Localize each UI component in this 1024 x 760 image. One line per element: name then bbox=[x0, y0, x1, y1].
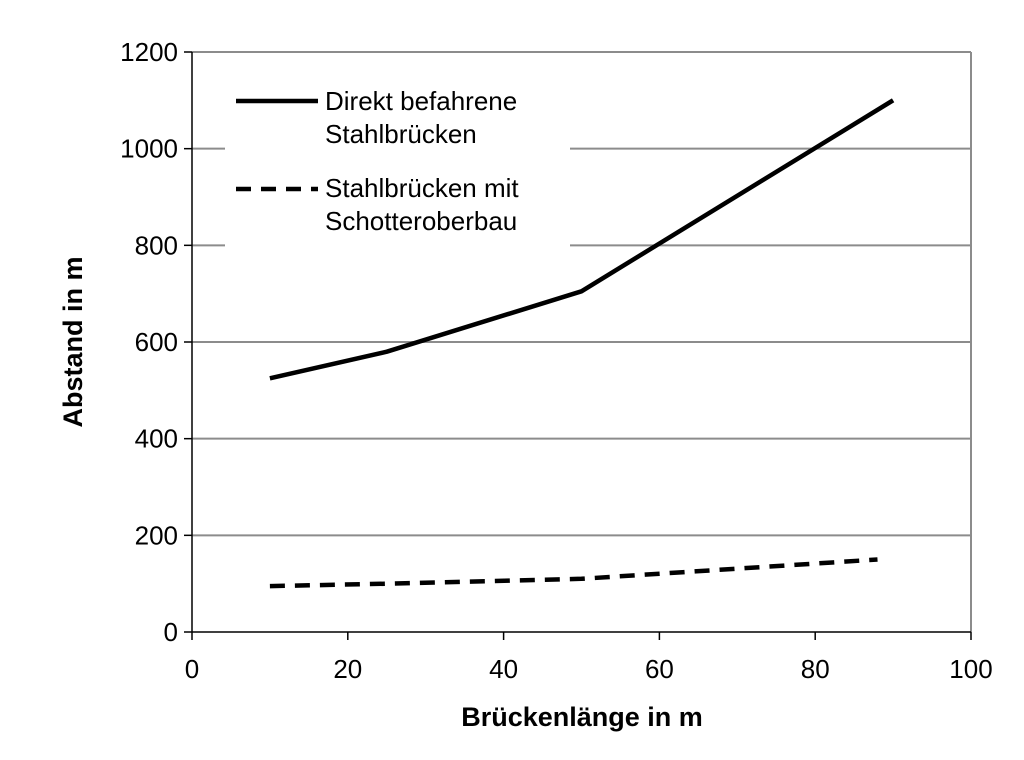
x-tick-label-100: 100 bbox=[949, 654, 992, 684]
x-tick-label-40: 40 bbox=[489, 654, 518, 684]
y-tick-label-400: 400 bbox=[135, 424, 178, 454]
y-tick-label-600: 600 bbox=[135, 327, 178, 357]
legend-label-direkt-line2: Stahlbrücken bbox=[325, 119, 477, 149]
y-axis-title: Abstand in m bbox=[58, 256, 88, 427]
series-line-schotteroberbau bbox=[269, 557, 878, 589]
series-line-direkt-befahren bbox=[269, 98, 895, 381]
y-tick-label-0: 0 bbox=[164, 617, 178, 647]
y-tick-label-800: 800 bbox=[135, 230, 178, 260]
axis-layer: 0 200 400 600 800 1000 1200 0 20 40 60 80 100 bbox=[120, 37, 993, 684]
legend-label-schotter-line2: Schotteroberbau bbox=[325, 206, 517, 236]
legend-label-schotter-line1: Stahlbrücken mit bbox=[325, 173, 519, 203]
legend: Direkt befahrene Stahlbrücken Stahlbrück… bbox=[225, 80, 570, 250]
x-tick-label-60: 60 bbox=[645, 654, 674, 684]
x-tick-label-0: 0 bbox=[185, 654, 199, 684]
y-tick-label-1000: 1000 bbox=[120, 134, 178, 164]
series-layer bbox=[269, 98, 895, 589]
x-axis-title: Brückenlänge in m bbox=[461, 702, 703, 732]
y-tick-label-200: 200 bbox=[135, 520, 178, 550]
x-tick-label-20: 20 bbox=[333, 654, 362, 684]
y-tick-label-1200: 1200 bbox=[120, 37, 178, 67]
legend-label-direkt-line1: Direkt befahrene bbox=[325, 86, 517, 116]
legend-background bbox=[225, 80, 570, 250]
x-tick-label-80: 80 bbox=[801, 654, 830, 684]
